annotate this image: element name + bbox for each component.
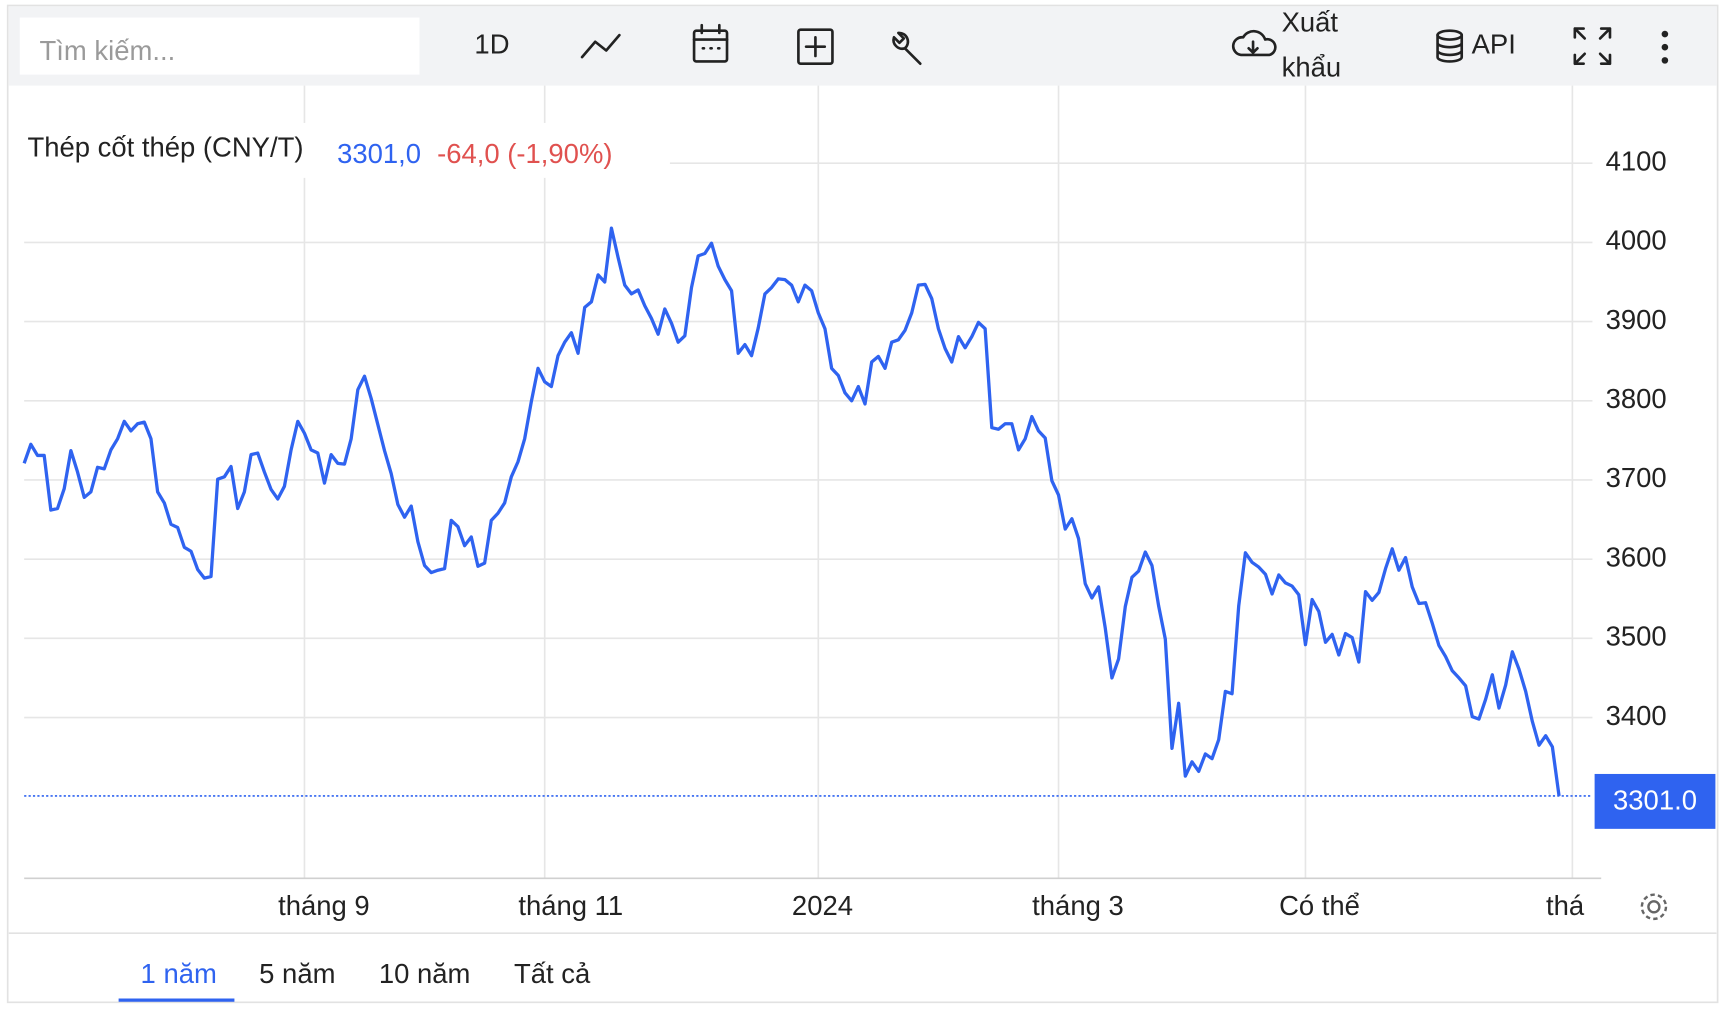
range-button[interactable]: 1 năm — [141, 958, 217, 989]
export-label[interactable]: Xuất — [1282, 6, 1339, 37]
more-menu[interactable] — [1661, 30, 1669, 64]
settings-gear[interactable] — [1640, 893, 1668, 921]
range-button[interactable]: 10 năm — [379, 958, 471, 989]
export-label[interactable]: khẩu — [1282, 51, 1342, 82]
search-box[interactable] — [19, 17, 420, 75]
plot-area: 3400 3500 3600 3700 3800 3900 4000 4100 tháng 9 t… — [22, 85, 1716, 921]
last-value: 3301,0 — [337, 138, 421, 169]
x-tick-label: Có thể — [1279, 890, 1360, 921]
interval-button[interactable]: 1D — [474, 28, 509, 59]
y-tick-label: 3700 — [1606, 462, 1667, 493]
x-tick-label: thá — [1546, 890, 1585, 921]
calendar-icon[interactable] — [692, 23, 729, 63]
settings-tool-icon[interactable] — [892, 31, 922, 65]
search-placeholder[interactable]: Tìm kiếm... — [40, 35, 176, 66]
last-price-tag — [1594, 773, 1716, 829]
fullscreen-icon[interactable] — [1573, 27, 1612, 65]
export-icon[interactable] — [1231, 29, 1277, 57]
range-selector: 1 năm 5 năm 10 năm Tất cả — [118, 958, 591, 1002]
api-label[interactable]: API — [1472, 28, 1516, 59]
y-tick-label: 4100 — [1606, 145, 1667, 176]
y-tick-label: 4000 — [1606, 225, 1667, 256]
x-tick-label: 2024 — [792, 890, 853, 921]
range-button[interactable]: Tất cả — [514, 958, 591, 989]
chart-type-icon[interactable] — [580, 33, 621, 59]
last-price-label: 3301.0 — [1613, 785, 1697, 816]
api-icon[interactable] — [1436, 29, 1464, 63]
x-tick-label: tháng 11 — [518, 890, 623, 921]
y-tick-label: 3800 — [1606, 383, 1667, 414]
change: -64,0 (-1,90%) — [437, 138, 612, 169]
range-button[interactable]: 5 năm — [259, 958, 335, 989]
y-tick-label: 3500 — [1606, 621, 1667, 652]
chart-title: Thép cốt thép (CNY/T) — [27, 132, 303, 163]
legend-background — [21, 122, 670, 178]
x-tick-label: tháng 9 — [278, 890, 370, 921]
add-indicator-icon[interactable] — [797, 28, 834, 65]
x-tick-label: tháng 3 — [1032, 890, 1124, 921]
y-tick-label: 3600 — [1606, 541, 1667, 572]
y-tick-label: 3900 — [1606, 304, 1667, 335]
price-line — [22, 226, 1561, 797]
y-tick-label: 3400 — [1606, 700, 1667, 731]
